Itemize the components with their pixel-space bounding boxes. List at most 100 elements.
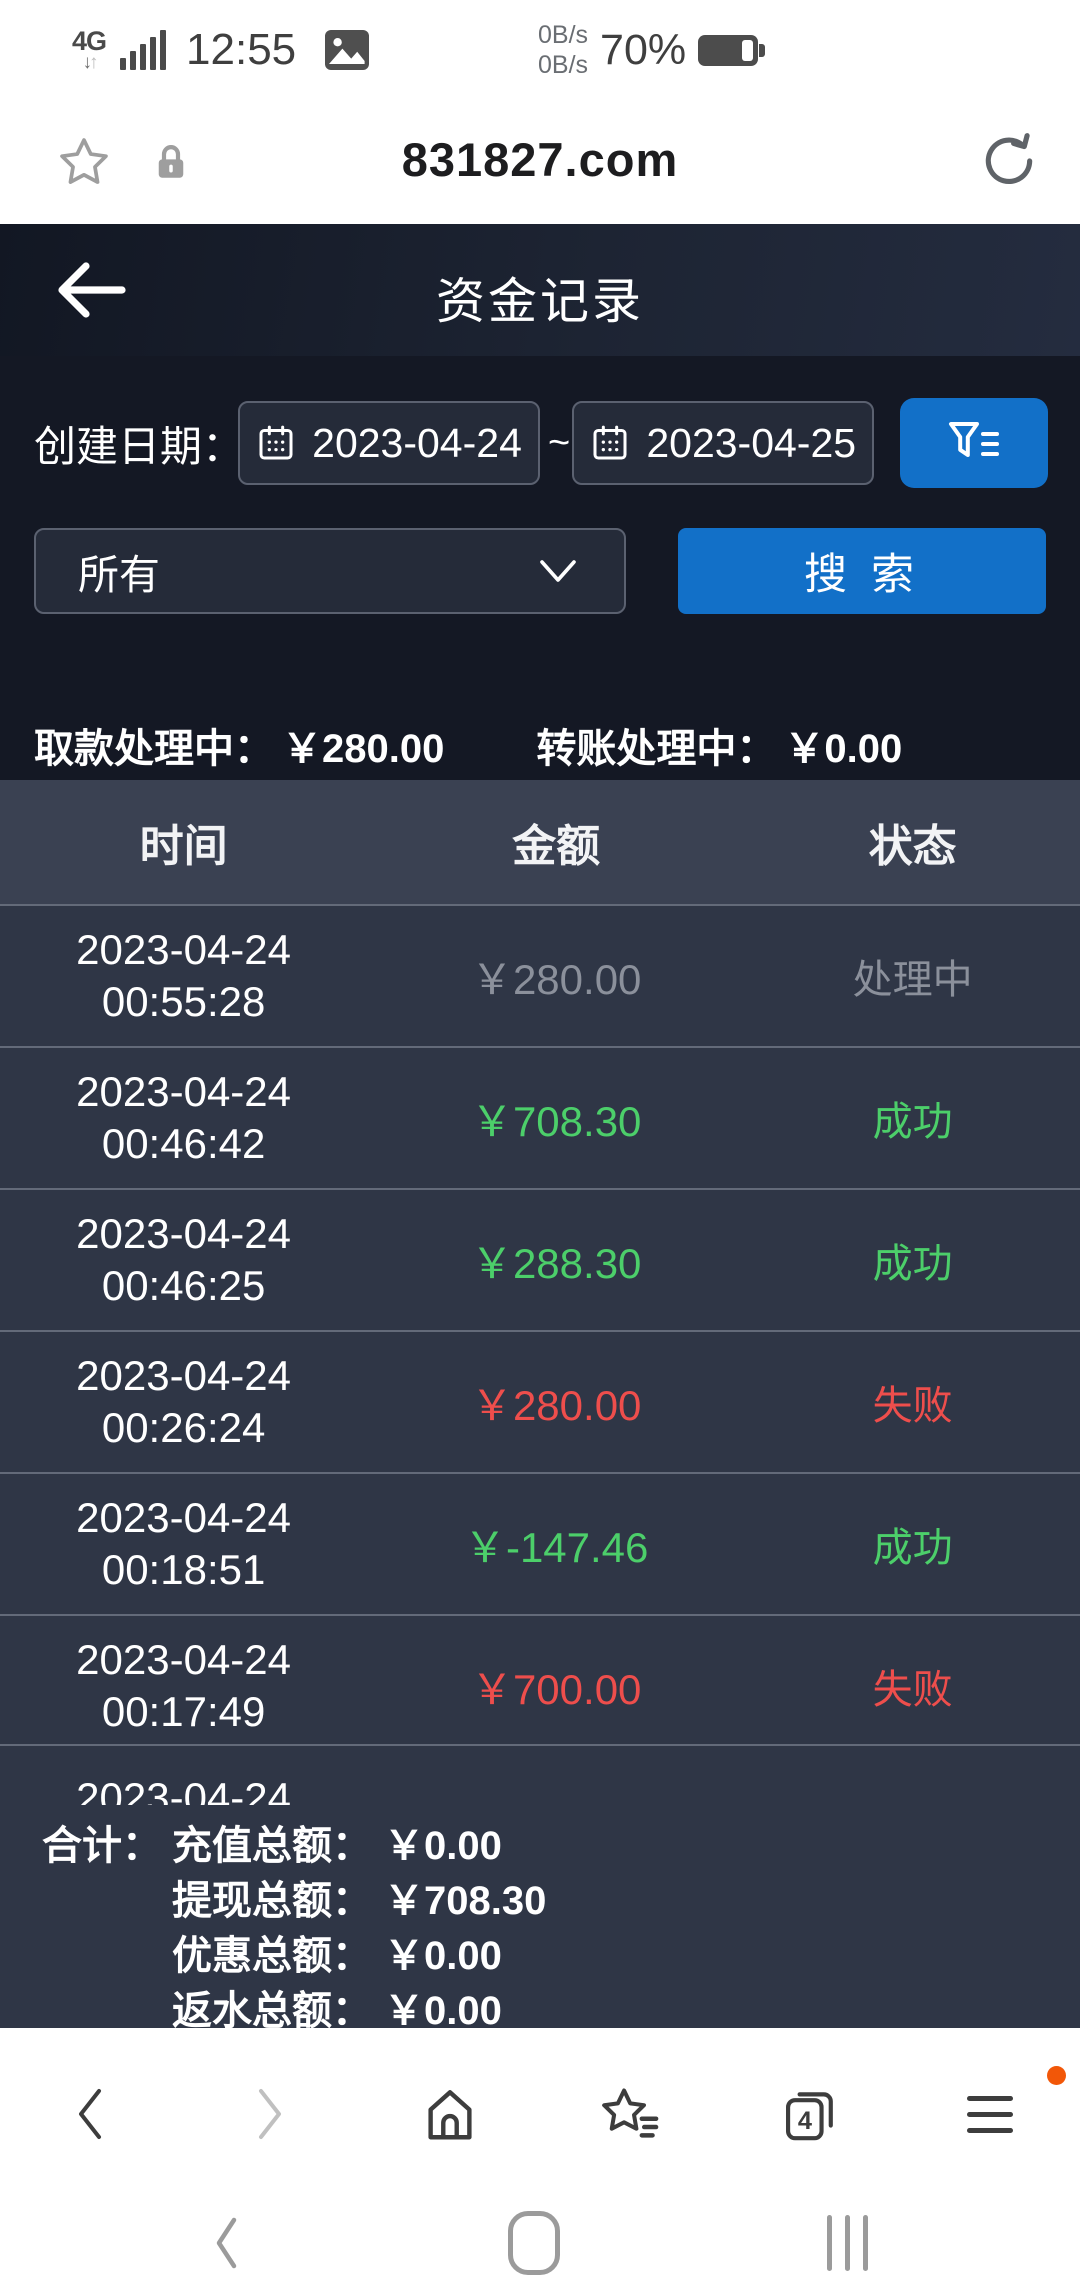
summary-item-value: ￥0.00 — [384, 1824, 502, 1868]
row-status: 失败 — [872, 1668, 953, 1712]
back-arrow-icon[interactable] — [52, 252, 130, 328]
summary-item: 返水总额： ￥0.00 — [172, 1984, 546, 2039]
signal-strength-icon — [120, 30, 167, 70]
date-filter-row: 创建日期： 2023-04-24 ~ — [34, 398, 1048, 488]
table-row: 2023-04-24 00:55:28 ￥280.00 处理中 — [0, 904, 1080, 1046]
filter-button[interactable] — [900, 398, 1048, 488]
col-header-status: 状态 — [868, 822, 957, 871]
table-row: 2023-04-24 00:46:42 ￥708.30 成功 — [0, 1046, 1080, 1188]
browser-bookmarks-button[interactable] — [540, 2052, 720, 2176]
page-content: 创建日期： 2023-04-24 ~ — [0, 356, 1080, 2033]
calendar-icon — [593, 425, 627, 460]
recents-icon — [827, 2215, 868, 2271]
battery-icon — [698, 34, 766, 66]
browser-home-button[interactable] — [360, 2052, 540, 2176]
withdraw-processing-value: ￥280.00 — [282, 727, 445, 771]
network-speed-up: 0B/s — [538, 21, 589, 49]
row-amount: ￥-147.46 — [463, 1523, 649, 1571]
status-bar: 4G ↓↑ 12:55 0B/s 0B/s 70% — [0, 0, 1080, 100]
calendar-icon — [259, 425, 293, 460]
system-back-button[interactable] — [212, 2214, 240, 2272]
row-amount: ￥280.00 — [470, 955, 642, 1003]
summary-item-label: 充值总额： — [172, 1824, 372, 1868]
row-amount: ￥280.00 — [470, 1381, 642, 1429]
hamburger-menu-icon — [967, 2095, 1013, 2133]
row-status: 处理中 — [852, 958, 973, 1002]
chevron-left-icon — [216, 2217, 237, 2269]
row-date: 2023-04-24 — [76, 1636, 292, 1683]
date-range-separator: ~ — [548, 421, 571, 464]
network-type-icon: 4G ↓↑ — [72, 28, 107, 73]
system-home-button[interactable] — [507, 2211, 560, 2275]
summary-item-label: 返水总额： — [172, 1989, 372, 2033]
date-to-value: 2023-04-25 — [646, 419, 857, 466]
col-header-amount: 金额 — [512, 822, 601, 871]
row-time: 00:17:49 — [101, 1688, 266, 1735]
home-icon — [428, 2090, 472, 2140]
summary-item: 优惠总额： ￥0.00 — [172, 1929, 546, 1984]
type-select-value: 所有 — [78, 552, 160, 598]
summary-item-value: ￥708.30 — [384, 1879, 547, 1923]
url-text[interactable]: 831827.com — [401, 133, 679, 186]
page-title: 资金记录 — [435, 275, 644, 329]
date-from-input[interactable]: 2023-04-24 — [238, 401, 541, 485]
summary-item-label: 优惠总额： — [172, 1934, 372, 1978]
summary-item-value: ￥0.00 — [384, 1989, 502, 2033]
battery-percent: 70% — [600, 25, 687, 74]
processing-totals: 取款处理中： ￥280.00 转账处理中： ￥0.00 — [34, 716, 902, 774]
data-transfer-arrows-icon: ↓↑ — [82, 52, 99, 73]
row-status: 成功 — [872, 1242, 953, 1286]
refresh-icon[interactable] — [978, 130, 1040, 192]
row-status: 失败 — [872, 1384, 953, 1428]
table-header-row: 时间 金额 状态 — [0, 780, 1080, 904]
col-header-time: 时间 — [139, 822, 228, 871]
type-select-dropdown[interactable]: 所有 — [34, 528, 626, 614]
browser-forward-button[interactable] — [180, 2052, 360, 2176]
transfer-processing-label: 转账处理中： — [536, 727, 777, 771]
tabs-icon: 4 — [786, 2092, 833, 2141]
browser-toolbar: 4 — [0, 2052, 1080, 2176]
browser-back-button[interactable] — [0, 2052, 180, 2176]
row-time: 00:55:28 — [101, 978, 266, 1025]
withdraw-processing-label: 取款处理中： — [34, 727, 274, 771]
home-squircle-icon — [507, 2211, 560, 2275]
date-to-input[interactable]: 2023-04-25 — [572, 401, 875, 485]
row-date: 2023-04-24 — [76, 926, 292, 973]
row-time: 00:26:24 — [101, 1404, 266, 1451]
status-clock: 12:55 — [186, 25, 297, 74]
summary-panel: 合计： 充值总额： ￥0.00 提现总额： ￥708.30 优惠总额： ￥0.0… — [0, 1805, 1080, 2033]
row-time: 00:46:42 — [101, 1120, 266, 1167]
bottom-bars: 4 — [0, 2028, 1080, 2280]
date-from-value: 2023-04-24 — [312, 419, 522, 466]
row-date: 2023-04-24 — [76, 1494, 292, 1541]
summary-item: 充值总额： ￥0.00 — [172, 1819, 546, 1874]
screenshot-image-icon — [325, 30, 370, 70]
row-time: 00:18:51 — [101, 1546, 266, 1593]
bookmark-star-icon[interactable] — [55, 134, 113, 190]
table-row: 2023-04-24 00:18:51 ￥-147.46 成功 — [0, 1472, 1080, 1614]
secure-lock-icon[interactable] — [150, 140, 192, 184]
table-row: 2023-04-24 00:46:25 ￥288.30 成功 — [0, 1188, 1080, 1330]
system-recents-button[interactable] — [827, 2215, 868, 2271]
chevron-left-icon — [79, 2089, 101, 2139]
network-speed-down: 0B/s — [538, 51, 589, 79]
row-date: 2023-04-24 — [76, 1068, 292, 1115]
search-button[interactable]: 搜 索 — [678, 528, 1046, 614]
page-header: 资金记录 — [0, 224, 1080, 356]
transfer-processing-value: ￥0.00 — [784, 727, 903, 771]
type-search-row: 所有 搜 索 — [34, 528, 1046, 614]
browser-menu-button[interactable] — [900, 2052, 1080, 2176]
chevron-right-icon — [259, 2089, 281, 2139]
system-navigation-bar — [0, 2206, 1080, 2280]
browser-address-bar: 831827.com — [0, 100, 1080, 226]
notification-dot — [1047, 2066, 1066, 2085]
row-time: 00:46:25 — [101, 1262, 266, 1309]
date-filter-label: 创建日期： — [34, 422, 245, 470]
chevron-down-icon — [540, 560, 576, 582]
row-date: 2023-04-24 — [76, 1210, 292, 1257]
row-amount: ￥700.00 — [470, 1665, 642, 1713]
records-table: 时间 金额 状态 2023-04-24 00:55:28 ￥280.00 处理中 … — [0, 780, 1080, 1756]
summary-total-label: 合计： — [42, 1824, 162, 1868]
browser-tabs-button[interactable]: 4 — [720, 2052, 900, 2176]
